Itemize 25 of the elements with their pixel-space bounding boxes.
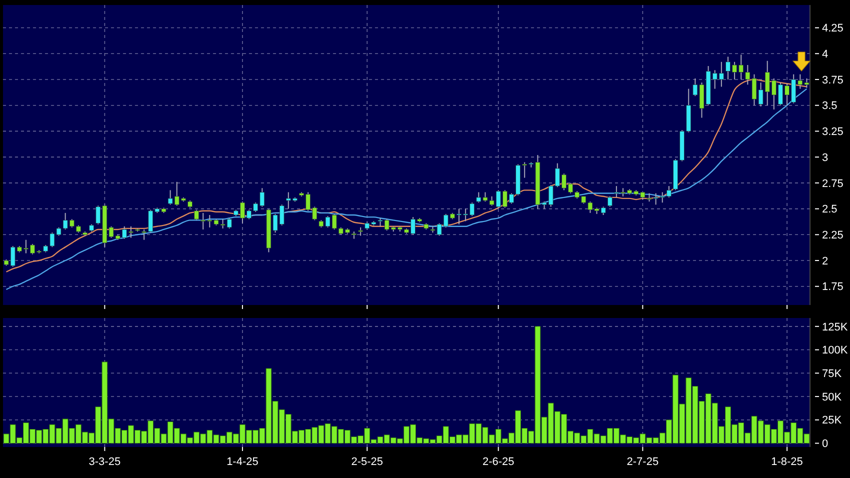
x-tick-label: 2-7-25	[626, 456, 659, 468]
y-tick-label: 3	[822, 152, 828, 164]
y-tick-label: 2.25	[822, 230, 844, 242]
y-tick-label: 50K	[822, 391, 842, 404]
y-tick-label: 125K	[822, 321, 848, 334]
candlestick	[194, 209, 199, 221]
y-tick-label: 2.75	[822, 178, 844, 190]
x-tick-label: 1-8-25	[771, 456, 803, 468]
y-tick-label: 100K	[822, 344, 848, 357]
y-tick-label: 3.75	[822, 74, 844, 86]
x-tick-label: 3-3-25	[88, 456, 121, 468]
y-tick-label: 2.5	[822, 204, 838, 216]
x-tick-label: 2-6-25	[482, 456, 514, 468]
candlestick	[607, 196, 612, 208]
y-tick-label: 0	[822, 438, 828, 450]
y-tick-label: 3.25	[822, 126, 844, 138]
y-tick-label: 4	[822, 48, 828, 60]
y-tick-label: 3.5	[822, 100, 838, 112]
y-tick-label: 2	[822, 255, 828, 268]
y-tick-label: 1.75	[822, 281, 844, 294]
x-tick-label: 2-5-25	[351, 456, 384, 468]
y-tick-label: 4.25	[822, 22, 844, 35]
x-tick-label: 1-4-25	[226, 456, 258, 468]
y-tick-label: 75K	[822, 368, 842, 380]
y-tick-label: 25K	[822, 414, 842, 427]
